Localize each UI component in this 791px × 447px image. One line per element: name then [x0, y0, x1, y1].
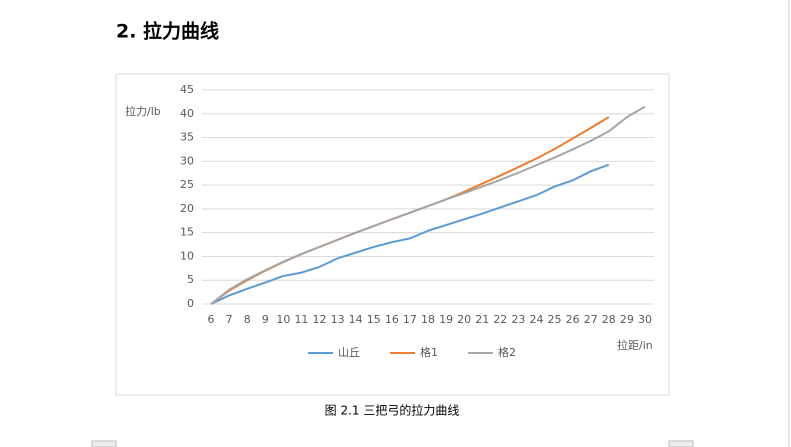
margin-marker — [91, 440, 117, 447]
x-tick-label: 12 — [313, 313, 327, 326]
margin-marker — [668, 440, 694, 447]
x-tick-label: 14 — [349, 313, 363, 326]
series-line — [210, 105, 646, 305]
x-tick-label: 13 — [331, 313, 345, 326]
x-tick-label: 20 — [457, 313, 471, 326]
x-tick-label: 30 — [638, 313, 652, 326]
legend-label: 格2 — [498, 345, 516, 359]
x-tick-label: 6 — [208, 313, 215, 326]
x-tick-label: 23 — [511, 313, 525, 326]
x-tick-label: 22 — [493, 313, 507, 326]
x-tick-label: 19 — [439, 313, 453, 326]
x-tick-label: 26 — [566, 313, 580, 326]
x-tick-label: 10 — [276, 313, 290, 326]
x-tick-label: 21 — [475, 313, 489, 326]
y-axis-label: 拉力/lb — [125, 104, 161, 118]
y-tick-label: 15 — [180, 226, 194, 239]
series-line — [210, 163, 610, 305]
x-tick-label: 9 — [262, 313, 269, 326]
x-tick-label: 29 — [620, 313, 634, 326]
legend-label: 山丘 — [338, 346, 360, 359]
x-tick-label: 8 — [244, 313, 251, 326]
x-tick-label: 24 — [529, 313, 543, 326]
y-tick-label: 25 — [180, 178, 194, 191]
legend-label: 格1 — [420, 345, 438, 359]
y-tick-label: 0 — [187, 297, 194, 310]
y-tick-label: 35 — [180, 131, 194, 144]
y-tick-label: 20 — [180, 202, 194, 215]
x-tick-label: 18 — [421, 313, 435, 326]
y-tick-label: 5 — [187, 273, 194, 286]
x-tick-label: 11 — [294, 313, 308, 326]
x-tick-label: 17 — [403, 313, 417, 326]
x-tick-label: 16 — [385, 313, 399, 326]
x-tick-label: 25 — [548, 313, 562, 326]
x-tick-label: 27 — [584, 313, 598, 326]
chart-frame — [115, 73, 670, 396]
x-tick-label: 28 — [602, 313, 616, 326]
caption: 图 2.1 三把弓的拉力曲线 — [325, 403, 460, 418]
y-tick-label: 10 — [180, 249, 194, 262]
y-tick-label: 40 — [180, 107, 194, 120]
y-tick-label: 30 — [180, 154, 194, 167]
x-axis-label: 拉距/in — [617, 338, 653, 352]
heading: 2. 拉力曲线 — [116, 20, 219, 43]
x-tick-label: 7 — [226, 313, 233, 326]
x-tick-label: 15 — [367, 313, 381, 326]
y-tick-label: 45 — [180, 83, 194, 96]
